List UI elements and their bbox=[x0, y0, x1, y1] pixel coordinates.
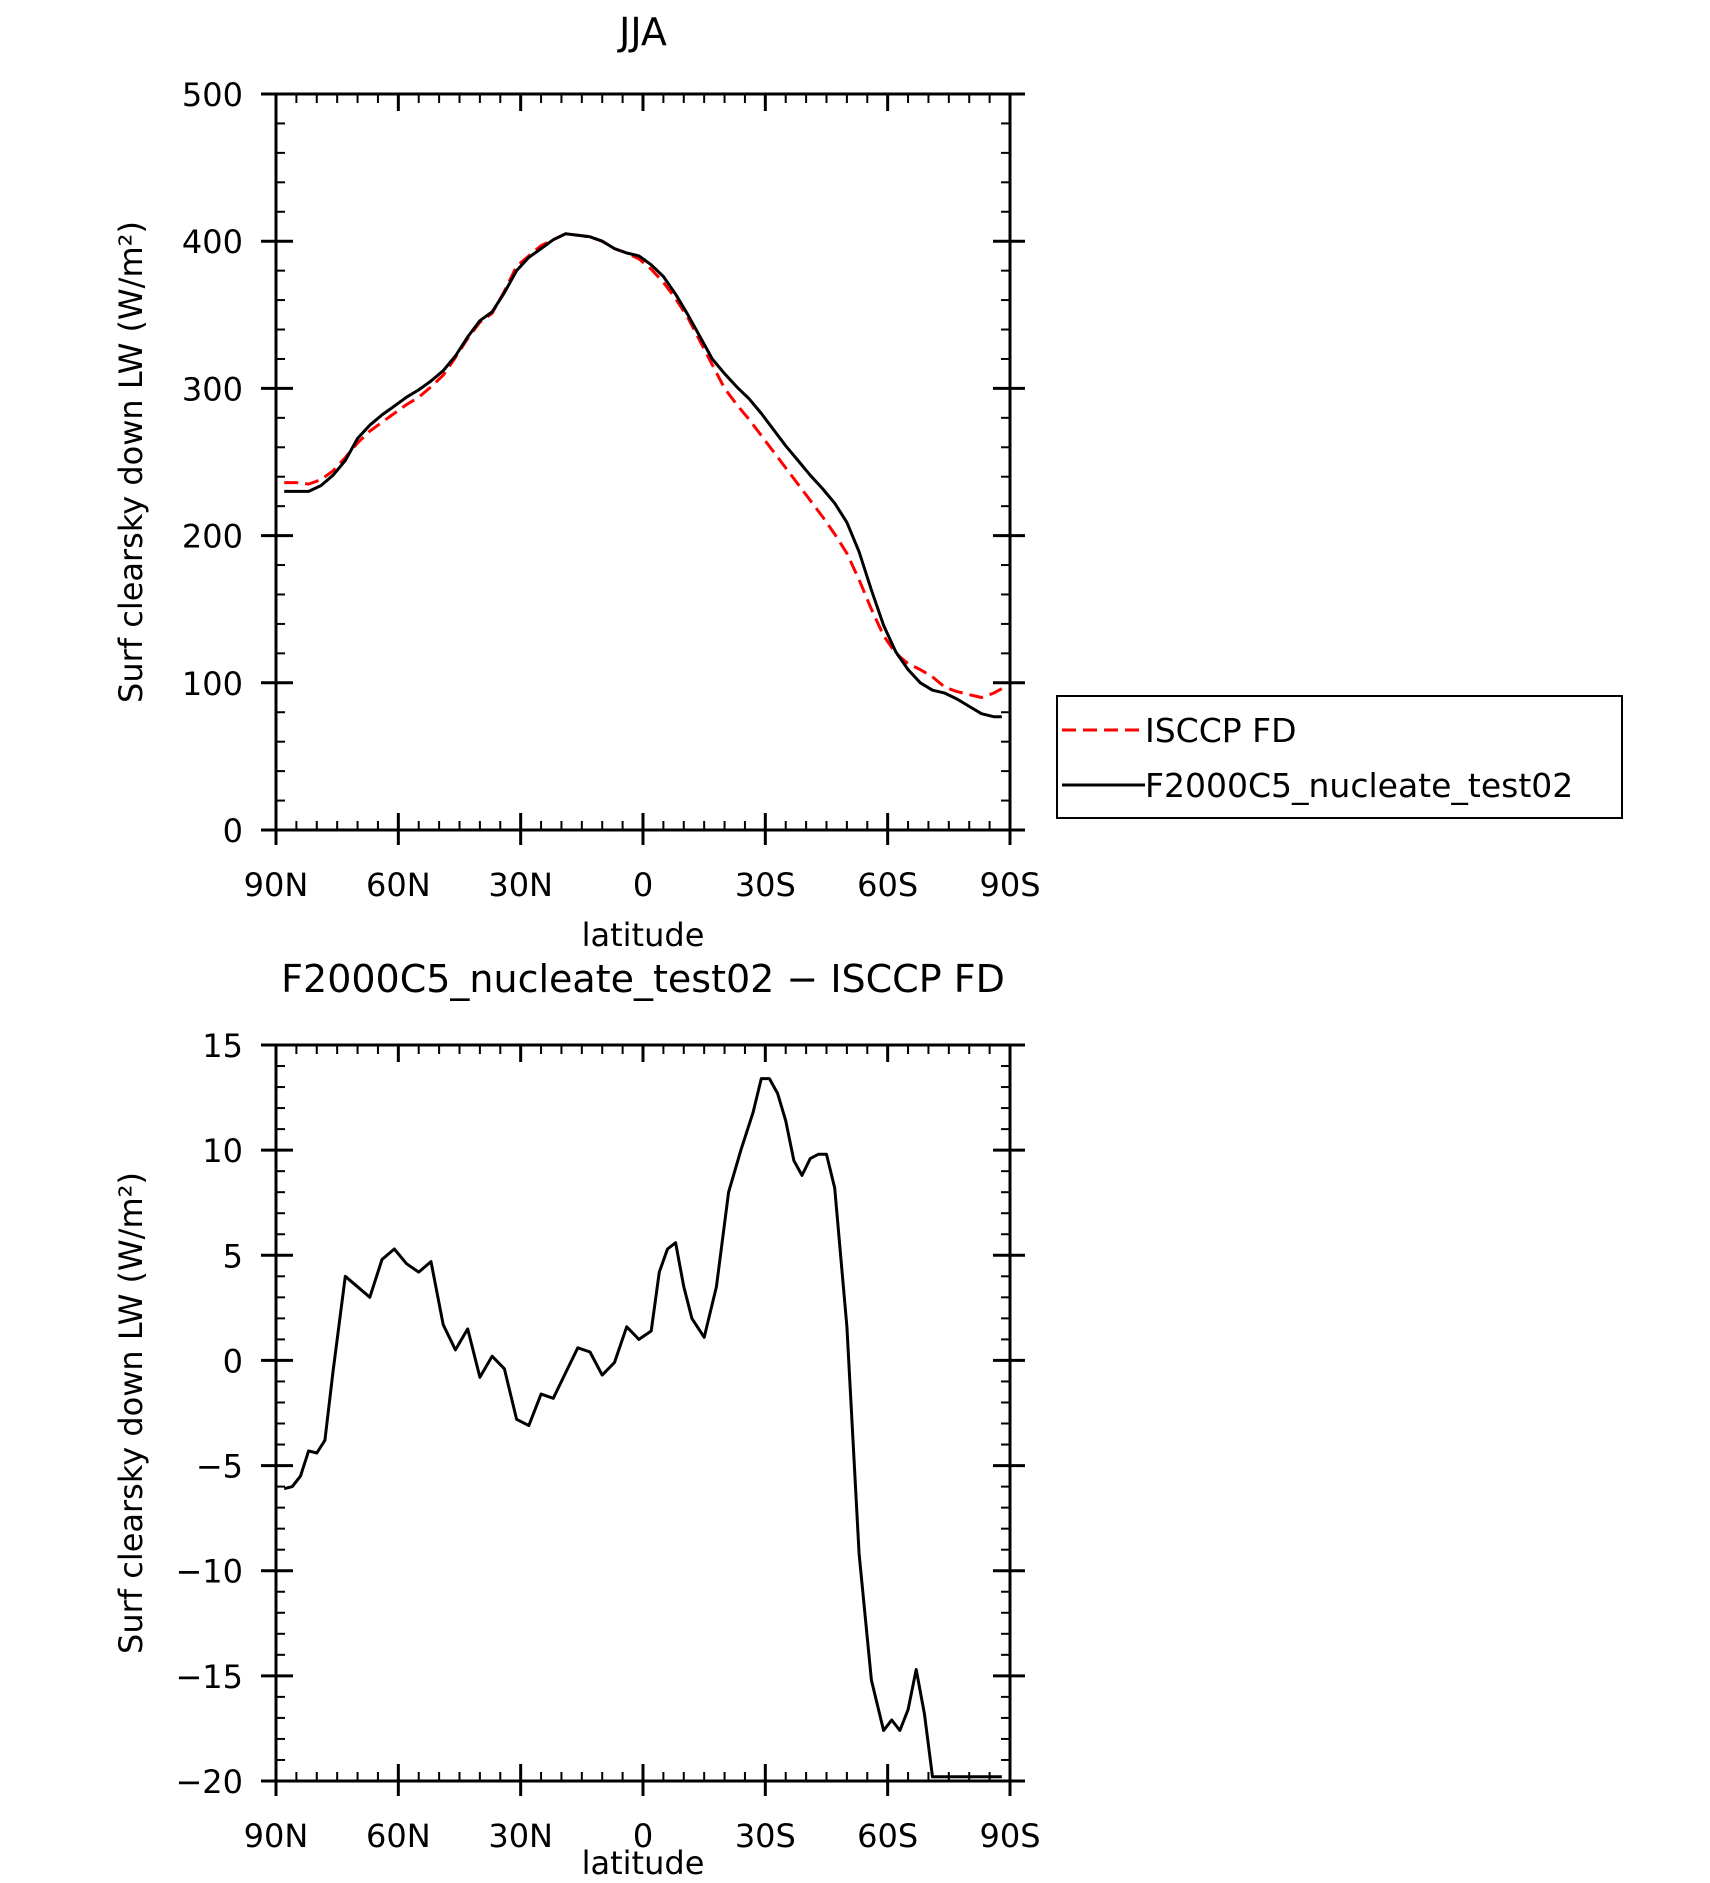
x-tick-label: 90S bbox=[979, 866, 1040, 904]
x-tick-label: 60N bbox=[366, 1817, 431, 1855]
legend-box bbox=[1056, 695, 1623, 819]
chart-title-difference: F2000C5_nucleate_test02 − ISCCP FD bbox=[281, 957, 1005, 1001]
x-axis-label-jja: latitude bbox=[582, 916, 705, 954]
y-axis-label-jja: Surf clearsky down LW (W/m²) bbox=[112, 221, 150, 703]
y-tick-label: 300 bbox=[182, 370, 243, 408]
series-line-jja-0 bbox=[284, 232, 1003, 699]
series-line-difference-0 bbox=[283, 1077, 1002, 1779]
panel-jja: JJA 90N 60N 30N 0 30S 60S 90S0100200300400500 … bbox=[112, 10, 1041, 954]
y-tick-label: 200 bbox=[182, 518, 243, 556]
top-series-group bbox=[284, 232, 1003, 719]
y-tick-label: −10 bbox=[175, 1553, 243, 1591]
bottom-axis-ticks: 90N 60N 30N 0 30S 60S 90S −20 −15 −10 −5 0 5 10 15 bbox=[175, 1027, 1040, 1855]
y-tick-label: −20 bbox=[175, 1763, 243, 1801]
x-tick-label: 30N bbox=[488, 866, 553, 904]
plot-frame-jja bbox=[274, 92, 1012, 832]
y-tick-label: 15 bbox=[202, 1027, 243, 1065]
x-tick-label: 90S bbox=[979, 1817, 1040, 1855]
y-tick-label: −5 bbox=[196, 1448, 243, 1486]
x-tick-label: 30N bbox=[488, 1817, 553, 1855]
y-axis-label-difference: Surf clearsky down LW (W/m²) bbox=[112, 1172, 150, 1654]
x-axis-label-difference: latitude bbox=[582, 1844, 705, 1882]
panel-difference: F2000C5_nucleate_test02 − ISCCP FD 90N 60… bbox=[112, 957, 1041, 1882]
y-tick-label: 0 bbox=[223, 812, 243, 850]
legend-label-isccp: ISCCP FD bbox=[1145, 711, 1297, 750]
x-tick-label: 90N bbox=[244, 866, 309, 904]
x-tick-label: 0 bbox=[633, 866, 653, 904]
y-tick-label: 0 bbox=[223, 1342, 243, 1380]
x-tick-label: 30S bbox=[735, 866, 796, 904]
bottom-series-group bbox=[283, 1077, 1002, 1779]
series-line-jja-1 bbox=[284, 232, 1002, 719]
legend-label-model: F2000C5_nucleate_test02 bbox=[1145, 766, 1573, 805]
y-tick-label: 100 bbox=[182, 665, 243, 703]
y-tick-label: −15 bbox=[175, 1658, 243, 1696]
y-tick-label: 5 bbox=[223, 1237, 243, 1275]
chart-title-jja: JJA bbox=[617, 10, 667, 54]
y-tick-label: 10 bbox=[202, 1132, 243, 1170]
x-tick-label: 60S bbox=[857, 866, 918, 904]
x-tick-label: 0 bbox=[633, 1817, 653, 1855]
plot-frame-difference bbox=[274, 1043, 1012, 1783]
x-tick-label: 90N bbox=[244, 1817, 309, 1855]
y-tick-label: 400 bbox=[182, 223, 243, 261]
x-tick-label: 60S bbox=[857, 1817, 918, 1855]
x-tick-label: 60N bbox=[366, 866, 431, 904]
y-tick-label: 500 bbox=[182, 76, 243, 114]
x-tick-label: 30S bbox=[735, 1817, 796, 1855]
legend: ISCCP FD F2000C5_nucleate_test02 bbox=[1056, 695, 1623, 819]
